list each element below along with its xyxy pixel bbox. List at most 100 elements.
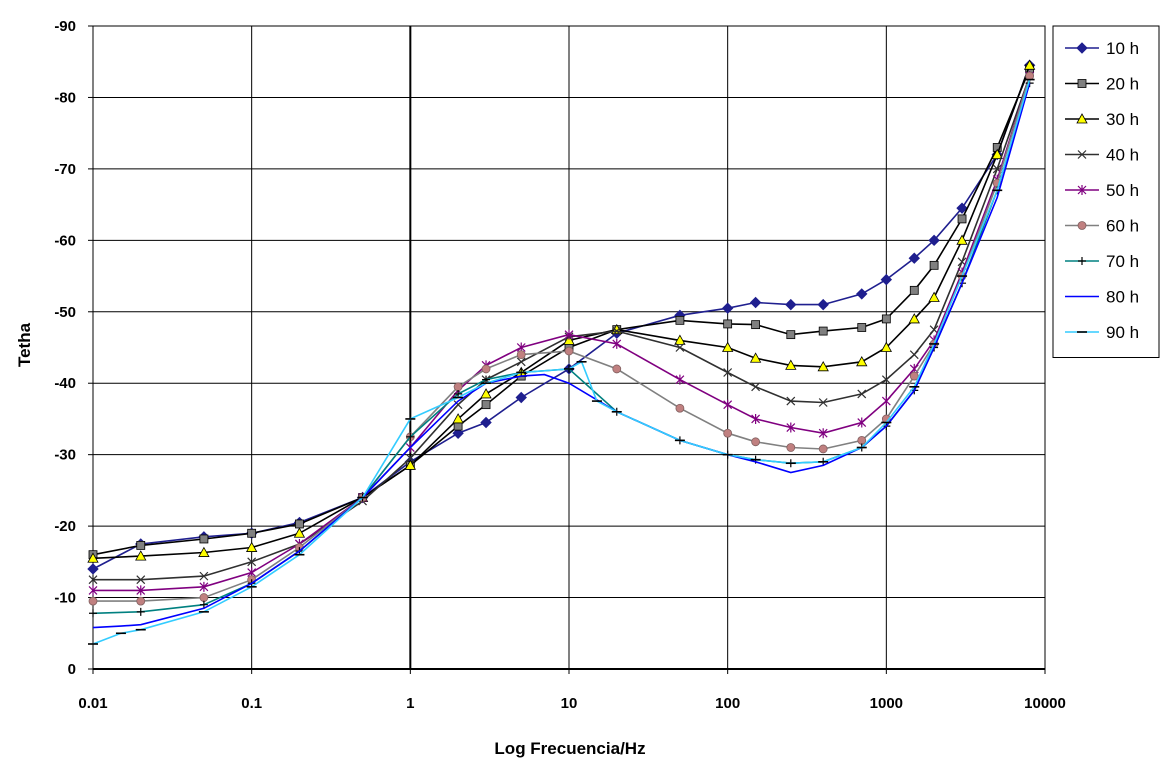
data-point [785,298,797,311]
y-tick-label: -40 [54,375,76,392]
x-tick-label: 0.1 [241,695,262,712]
y-axis-title: Tetha [15,322,34,367]
data-point [957,214,967,224]
y-tick-label: 0 [68,661,76,678]
data-point [88,575,98,585]
legend-label: 30 h [1106,110,1139,129]
data-point [785,359,797,370]
data-point [612,338,622,349]
data-point [293,527,306,538]
y-tick-label: -10 [54,590,76,607]
data-point [786,396,796,406]
legend-label: 20 h [1106,75,1139,94]
y-tick-label: -20 [54,518,76,535]
series-60h [88,71,1035,606]
data-point [88,596,98,606]
data-point [675,343,685,352]
data-point [721,302,734,314]
data-point [452,427,464,439]
data-point [453,400,463,410]
y-tick-label: -50 [54,304,76,321]
y-tick-label: -60 [54,232,76,249]
x-tick-label: 10000 [1024,695,1066,712]
data-point [453,382,463,392]
legend-marker [1078,257,1086,265]
series-30h [87,59,1036,563]
data-point [482,375,491,384]
data-point [723,399,733,410]
legend-label: 90 h [1106,323,1139,342]
series-90h [88,78,1035,645]
data-point [818,444,828,454]
data-point [199,571,209,581]
data-point [817,360,829,372]
data-point [87,563,99,575]
legend-marker [1076,42,1088,54]
data-point [87,552,99,563]
series-line [92,79,1031,645]
data-point [881,375,891,385]
tick-labels: 0.01 0.1 1 10 100 1000 10000 0 -10 -20 -30 -40 -50 -6… [54,18,1066,712]
series-line [92,82,1031,629]
data-point [818,428,828,439]
data-point [749,296,762,309]
data-point [136,541,146,550]
data-point [564,346,574,356]
data-point [136,585,146,596]
x-axis-title: Log Frecuencia/Hz [494,739,645,758]
data-point [881,314,891,324]
data-point [199,581,209,592]
x-tick-label: 10 [561,695,578,712]
data-point [881,396,891,407]
data-point [674,334,686,345]
legend-marker [1077,79,1087,88]
data-point [929,260,939,270]
legend-box [1052,25,1160,358]
data-point [751,382,761,392]
data-point [880,273,893,286]
x-tick-label: 0.01 [78,695,107,712]
data-point [481,400,491,410]
data-point [908,252,920,264]
data-point [515,391,527,404]
legend-marker [1077,185,1087,195]
series-line [93,75,1031,581]
data-point [136,575,146,585]
data-point [786,422,796,433]
data-point [909,350,919,360]
data-point [909,371,919,381]
series-10h [87,59,1036,575]
data-point [136,607,145,616]
legend-label: 80 h [1106,288,1139,307]
y-tick-label: -70 [54,161,76,178]
data-point [786,330,796,340]
data-point [956,234,968,245]
data-point [818,326,828,336]
data-point [817,298,829,311]
data-point [198,546,210,557]
y-tick-label: -80 [54,89,76,106]
data-point [786,443,796,452]
data-point [404,459,417,470]
data-point [723,368,733,377]
data-point [857,417,867,428]
data-point [516,350,526,360]
data-point [89,609,97,618]
data-point [247,557,257,567]
data-point [612,326,622,336]
axes [88,25,1046,674]
series-80h [92,82,1031,629]
data-point [723,319,733,329]
data-point [857,323,867,332]
legend-label: 10 h [1106,39,1139,58]
legend: 10 h 20 h 30 h 40 h 50 h 60 h 70 h 80 h 90 h [1052,25,1160,358]
legend-marker [1077,221,1087,230]
series-50h [88,71,1035,596]
data-point [749,352,762,363]
series-lines [87,59,1036,645]
data-point [751,320,761,330]
data-point [721,341,734,352]
data-point [199,593,209,602]
data-point [247,528,257,538]
legend-label: 40 h [1106,146,1139,165]
